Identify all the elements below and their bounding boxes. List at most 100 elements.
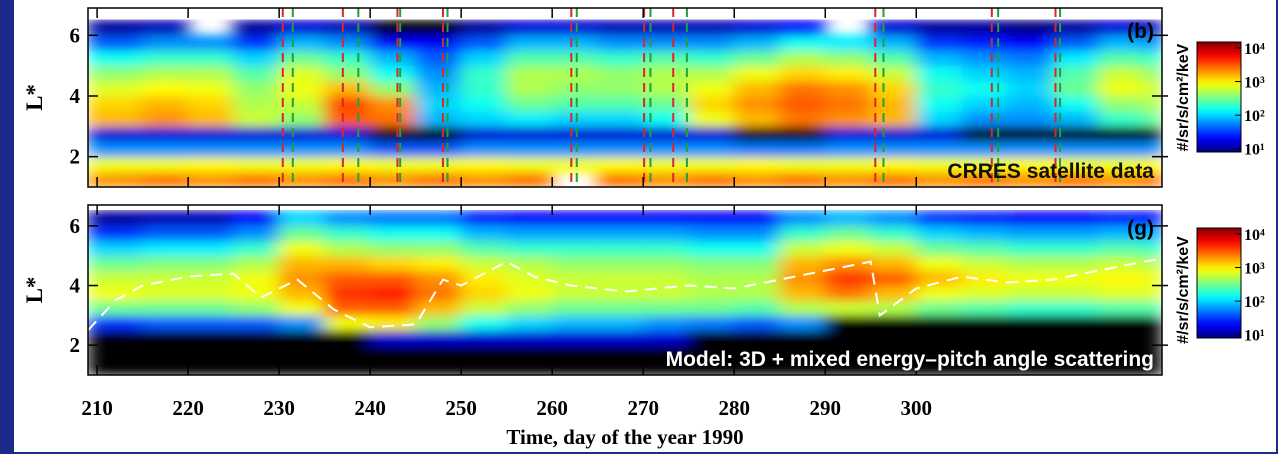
heat-cell (688, 210, 735, 227)
heat-cell (1143, 140, 1162, 158)
heat-cell (187, 359, 235, 375)
heat-cell (779, 110, 826, 127)
heat-cell (1143, 95, 1162, 112)
heat-cell (1097, 19, 1145, 36)
heat-cell (915, 171, 963, 187)
heat-cell (597, 359, 644, 375)
heat-cell (369, 329, 417, 346)
heat-cell (551, 314, 599, 331)
heat-cell (688, 156, 735, 173)
heat-cell (1006, 299, 1054, 316)
heat-cell (733, 49, 781, 67)
heat-cell (278, 359, 326, 375)
heat-cell (506, 171, 553, 187)
heat-cell (324, 314, 371, 331)
heat-cell (460, 95, 508, 112)
heat-cell (278, 270, 326, 287)
heat-cell (460, 34, 508, 51)
heat-cell (233, 110, 280, 127)
heat-cell (88, 95, 144, 112)
heat-cell (1052, 314, 1099, 331)
heat-cell (1006, 314, 1054, 331)
heat-cell (324, 65, 371, 82)
heat-cell (506, 255, 553, 272)
heat-cell (187, 49, 235, 67)
heat-cell (824, 299, 872, 316)
y-tick-label: 6 (70, 214, 81, 238)
heat-cell (324, 285, 371, 301)
heat-cell (779, 49, 826, 67)
heat-cell (915, 344, 963, 361)
heat-cell (88, 314, 144, 331)
heat-cell (642, 19, 690, 36)
heat-cell (597, 125, 644, 142)
y-axis-label: L* (22, 277, 47, 304)
heat-cell (1143, 314, 1162, 331)
heat-cell (915, 314, 963, 331)
heat-cell (369, 359, 417, 375)
heat-cell (824, 156, 872, 173)
heat-cell (1097, 270, 1145, 287)
heat-cell (824, 140, 872, 158)
heat-cell (779, 240, 826, 257)
heat-cell (88, 344, 144, 361)
heat-cell (506, 210, 553, 227)
heat-cell (642, 240, 690, 257)
heat-cell (142, 329, 189, 346)
heat-cell (642, 95, 690, 112)
heat-cell (551, 329, 599, 346)
heat-cell (369, 299, 417, 316)
heat-cell (415, 110, 462, 127)
colorbar-tick-label: 10² (1244, 294, 1265, 311)
heat-cell (142, 225, 189, 242)
heat-cell (142, 95, 189, 112)
heat-cell (597, 49, 644, 67)
heat-cell (824, 110, 872, 127)
heat-cell (187, 285, 235, 301)
heat-cell (551, 344, 599, 361)
heat-cell (278, 171, 326, 187)
heat-cell (688, 314, 735, 331)
heat-cell (369, 140, 417, 158)
heat-cell (1097, 156, 1145, 173)
heat-cell (551, 80, 599, 97)
heat-cell (961, 225, 1008, 242)
x-tick-label: 240 (354, 396, 386, 420)
heat-cell (142, 19, 189, 36)
heat-cell (1006, 240, 1054, 257)
heat-cell (506, 299, 553, 316)
heat-cell (733, 299, 781, 316)
heat-cell (1097, 65, 1145, 82)
heat-cell (597, 140, 644, 158)
heat-cell (551, 49, 599, 67)
heat-cell (551, 125, 599, 142)
colorbar-label: #/sr/s/cm²/keV (1175, 43, 1192, 151)
y-axis-label: L* (22, 84, 47, 111)
heat-cell (1143, 329, 1162, 346)
heat-cell (551, 255, 599, 272)
heat-cell (779, 359, 826, 375)
heat-cell (324, 344, 371, 361)
heat-cell (915, 95, 963, 112)
heat-cell (278, 95, 326, 112)
heat-cell (278, 329, 326, 346)
heat-cell (688, 140, 735, 158)
heat-cell (88, 156, 144, 173)
heat-cell (88, 140, 144, 158)
heat-cell (870, 171, 917, 187)
heat-cell (824, 171, 872, 187)
heat-cell (324, 95, 371, 112)
heat-cell (642, 171, 690, 187)
heat-cell (187, 65, 235, 82)
heat-cell (88, 240, 144, 257)
heat-cell (870, 344, 917, 361)
heat-cell (1143, 344, 1162, 361)
heat-cell (324, 140, 371, 158)
heat-cell (88, 110, 144, 127)
heat-cell (233, 210, 280, 227)
colorbar (1196, 41, 1242, 153)
x-axis-label: Time, day of the year 1990 (506, 425, 743, 449)
heat-cell (642, 210, 690, 227)
heat-cell (233, 65, 280, 82)
